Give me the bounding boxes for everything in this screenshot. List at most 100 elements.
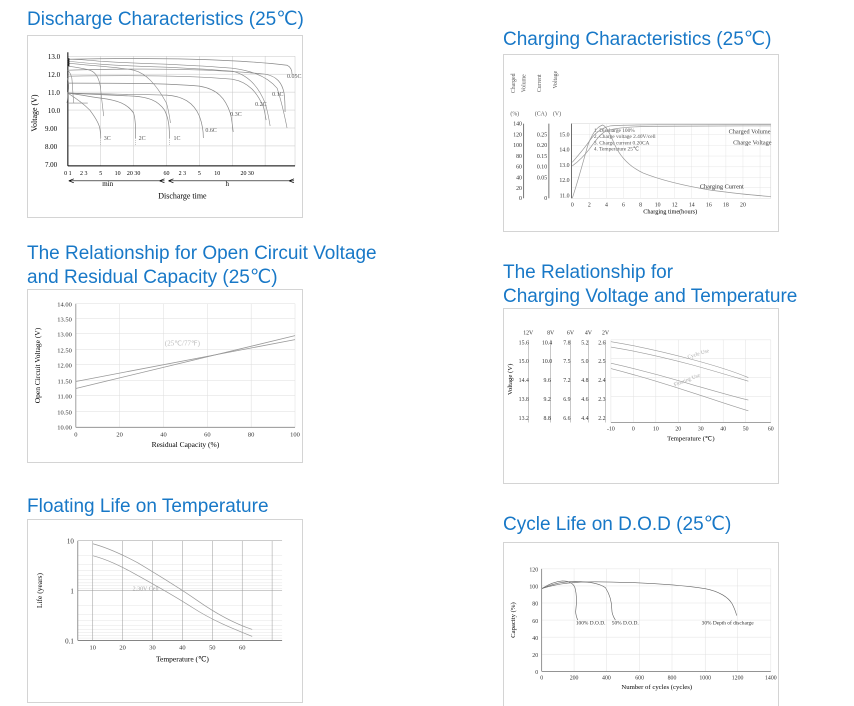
- svg-text:(CA): (CA): [535, 111, 547, 118]
- svg-text:4.8: 4.8: [581, 378, 588, 384]
- svg-text:Capacity (%): Capacity (%): [510, 602, 517, 638]
- svg-text:13.2: 13.2: [519, 416, 529, 422]
- svg-text:0: 0: [519, 196, 522, 202]
- svg-text:-10: -10: [607, 427, 615, 433]
- svg-text:0.15: 0.15: [537, 154, 547, 160]
- svg-text:8: 8: [639, 202, 642, 208]
- svg-text:9.6: 9.6: [543, 378, 550, 384]
- svg-text:Volume: Volume: [522, 74, 528, 92]
- svg-text:11.00: 11.00: [58, 393, 72, 400]
- svg-text:Voltage (V): Voltage (V): [30, 94, 39, 132]
- svg-text:3. Charge current 0.20CA: 3. Charge current 0.20CA: [594, 140, 650, 146]
- svg-text:6.6: 6.6: [563, 416, 570, 422]
- svg-text:18: 18: [723, 202, 729, 208]
- svg-text:2.2: 2.2: [598, 416, 605, 422]
- svg-text:12.00: 12.00: [57, 363, 72, 370]
- svg-text:30: 30: [149, 644, 155, 651]
- svg-text:4: 4: [605, 202, 608, 208]
- svg-text:120: 120: [513, 132, 522, 138]
- svg-text:1400: 1400: [765, 675, 777, 681]
- svg-text:20 30: 20 30: [127, 171, 140, 177]
- svg-text:Charged: Charged: [511, 73, 517, 93]
- svg-text:50% D.O.D.: 50% D.O.D.: [612, 621, 639, 627]
- svg-text:(V): (V): [553, 111, 561, 118]
- svg-text:3C: 3C: [104, 136, 111, 142]
- svg-text:0.20: 0.20: [537, 143, 547, 149]
- svg-text:16: 16: [706, 202, 712, 208]
- svg-text:Charging time(hours): Charging time(hours): [643, 209, 697, 216]
- svg-text:0.2C: 0.2C: [255, 102, 266, 108]
- svg-text:2.6: 2.6: [598, 340, 605, 346]
- svg-text:0: 0: [74, 431, 77, 438]
- svg-text:(25℃/77℉): (25℃/77℉): [165, 340, 201, 348]
- svg-text:80: 80: [532, 602, 538, 608]
- svg-text:6V: 6V: [567, 330, 575, 336]
- svg-text:30: 30: [698, 427, 704, 433]
- svg-text:14: 14: [689, 202, 695, 208]
- svg-text:60: 60: [516, 165, 522, 171]
- svg-text:0 1: 0 1: [64, 171, 71, 177]
- svg-text:20: 20: [116, 431, 122, 438]
- svg-text:8V: 8V: [547, 330, 555, 336]
- svg-text:7.00: 7.00: [45, 161, 58, 169]
- svg-text:Temperature (℃): Temperature (℃): [156, 654, 209, 663]
- svg-text:20: 20: [675, 427, 681, 433]
- svg-text:2.5: 2.5: [598, 359, 605, 365]
- svg-text:0: 0: [544, 196, 547, 202]
- svg-text:1000: 1000: [699, 675, 711, 681]
- svg-text:80: 80: [248, 431, 254, 438]
- svg-text:Current: Current: [537, 74, 543, 92]
- svg-text:Open Circuit Voltage (V): Open Circuit Voltage (V): [33, 327, 42, 403]
- svg-text:100: 100: [513, 143, 522, 149]
- svg-text:10.0: 10.0: [542, 359, 552, 365]
- svg-text:12.50: 12.50: [57, 348, 72, 355]
- svg-text:2: 2: [588, 202, 591, 208]
- svg-text:20: 20: [532, 653, 538, 659]
- svg-text:800: 800: [668, 675, 677, 681]
- svg-text:13.50: 13.50: [57, 317, 72, 324]
- svg-text:1: 1: [70, 588, 74, 596]
- svg-text:0.1C: 0.1C: [272, 92, 283, 98]
- svg-text:20: 20: [119, 644, 125, 651]
- svg-text:7.5: 7.5: [563, 359, 570, 365]
- svg-text:0: 0: [535, 670, 538, 676]
- svg-text:14.0: 14.0: [559, 148, 569, 154]
- svg-text:12: 12: [672, 202, 678, 208]
- svg-text:5.2: 5.2: [581, 340, 588, 346]
- svg-text:2.30V Cell: 2.30V Cell: [133, 587, 159, 593]
- svg-text:14.00: 14.00: [57, 302, 72, 309]
- svg-text:4.4: 4.4: [581, 416, 588, 422]
- svg-text:4V: 4V: [585, 330, 593, 336]
- svg-text:5: 5: [198, 171, 201, 177]
- svg-text:15.0: 15.0: [559, 132, 569, 138]
- svg-text:100% D.O.D.: 100% D.O.D.: [576, 621, 606, 627]
- svg-text:0.10: 0.10: [537, 165, 547, 171]
- svg-text:Discharge time: Discharge time: [158, 192, 207, 201]
- svg-text:10: 10: [115, 171, 121, 177]
- svg-text:10.0: 10.0: [48, 107, 61, 115]
- svg-text:2 3: 2 3: [80, 171, 87, 177]
- svg-text:60: 60: [164, 171, 170, 177]
- svg-text:0.25: 0.25: [537, 132, 547, 138]
- svg-text:0.1: 0.1: [65, 637, 74, 645]
- svg-text:13.00: 13.00: [57, 332, 72, 339]
- svg-text:10: 10: [653, 427, 659, 433]
- svg-text:80: 80: [516, 154, 522, 160]
- svg-text:100: 100: [290, 431, 300, 438]
- svg-text:8.8: 8.8: [543, 416, 550, 422]
- svg-text:5: 5: [99, 171, 102, 177]
- svg-text:50: 50: [743, 427, 749, 433]
- svg-text:7.8: 7.8: [563, 340, 570, 346]
- svg-text:Charge Voltage: Charge Voltage: [733, 139, 772, 146]
- svg-text:20: 20: [740, 202, 746, 208]
- svg-text:5.0: 5.0: [581, 359, 588, 365]
- svg-text:4.6: 4.6: [581, 397, 588, 403]
- svg-text:30% Depth of discharge: 30% Depth of discharge: [702, 620, 755, 627]
- svg-text:Voltage (V): Voltage (V): [507, 364, 514, 395]
- svg-text:11.0: 11.0: [48, 89, 60, 97]
- svg-text:2.3: 2.3: [598, 397, 605, 403]
- svg-text:0: 0: [540, 675, 543, 681]
- svg-text:120: 120: [529, 568, 538, 574]
- svg-text:60: 60: [768, 427, 774, 433]
- svg-text:2 3: 2 3: [179, 171, 186, 177]
